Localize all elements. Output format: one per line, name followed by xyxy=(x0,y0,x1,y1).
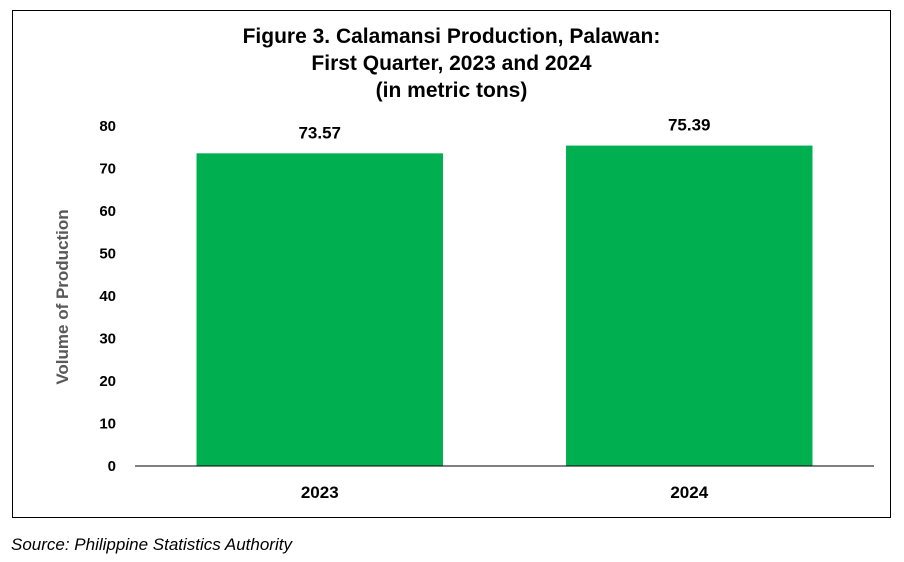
bar-2023 xyxy=(196,153,443,466)
y-tick-label: 30 xyxy=(99,331,116,348)
data-label-2024: 75.39 xyxy=(668,116,711,135)
chart-title-line-1: Figure 3. Calamansi Production, Palawan: xyxy=(242,25,661,48)
y-tick-label: 50 xyxy=(99,246,116,263)
y-tick-label: 20 xyxy=(99,373,116,390)
y-tick-label: 80 xyxy=(99,118,116,135)
x-tick-label-2024: 2024 xyxy=(670,483,708,502)
data-label-2023: 73.57 xyxy=(298,123,341,142)
data-labels: 73.57 75.39 xyxy=(298,116,710,143)
y-tick-label: 60 xyxy=(99,203,116,220)
chart-title: Figure 3. Calamansi Production, Palawan:… xyxy=(13,23,890,104)
chart-title-line-2: First Quarter, 2023 and 2024 xyxy=(311,52,592,75)
bar-2024 xyxy=(566,145,813,466)
x-axis-labels: 2023 2024 xyxy=(301,483,709,502)
y-axis-title: Volume of Production xyxy=(53,209,72,384)
x-tick-label-2023: 2023 xyxy=(301,483,339,502)
y-tick-label: 0 xyxy=(108,458,116,475)
source-note: Source: Philippine Statistics Authority xyxy=(11,535,292,554)
y-tick-label: 10 xyxy=(99,416,116,433)
y-tick-label: 70 xyxy=(99,161,116,178)
bars xyxy=(196,145,813,466)
y-axis-ticks: 0 10 20 30 40 50 60 70 80 xyxy=(99,118,116,475)
chart-title-line-3: (in metric tons) xyxy=(375,79,528,102)
y-tick-label: 40 xyxy=(99,288,116,305)
